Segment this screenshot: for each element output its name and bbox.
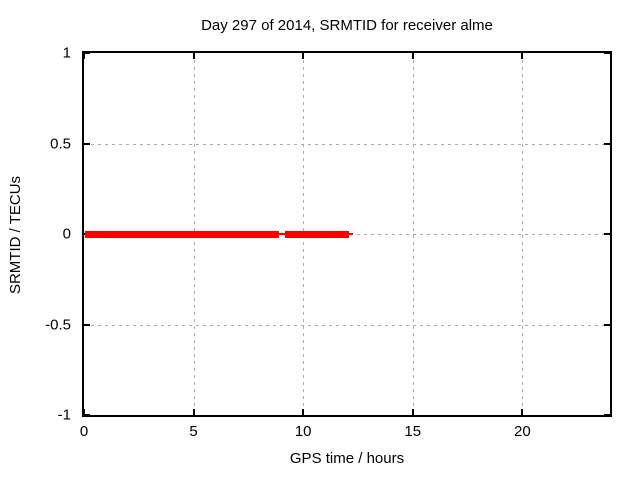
x-tick-mark — [521, 53, 524, 59]
x-tick-mark — [83, 53, 85, 59]
y-tick-label: 0.5 — [50, 135, 71, 152]
x-tick-mark — [521, 409, 524, 415]
x-tick-mark — [302, 53, 305, 59]
y-tick-mark — [604, 233, 610, 235]
x-tick-label: 15 — [404, 423, 422, 440]
x-tick-mark — [192, 409, 195, 415]
y-tick-mark — [604, 323, 610, 326]
x-axis-label: GPS time / hours — [289, 450, 405, 467]
plot-area: 0 5 10 15 20 1 0.5 0 -0.5 -1 — [45, 46, 612, 439]
x-tick-mark — [411, 53, 414, 59]
x-tick-label: 0 — [79, 423, 89, 440]
series-segment — [279, 233, 285, 235]
x-tick-label: 10 — [294, 423, 312, 440]
y-tick-mark — [604, 142, 610, 145]
x-tick-mark — [411, 409, 414, 415]
x-tick-label: 5 — [189, 423, 198, 440]
gridline-horizontal — [84, 324, 610, 326]
y-tick-label: 1 — [62, 44, 71, 62]
y-axis-label: SRMTID / TECUs — [6, 175, 24, 295]
y-tick-mark — [604, 414, 610, 416]
y-tick-mark — [84, 52, 90, 54]
chart-title: Day 297 of 2014, SRMTID for receiver alm… — [201, 17, 493, 34]
x-tick-mark — [83, 409, 85, 415]
y-tick-label: 0 — [62, 225, 71, 243]
y-tick-mark — [604, 52, 610, 54]
series-segment — [85, 230, 280, 238]
gridline-horizontal — [84, 143, 610, 145]
series-segment — [348, 233, 354, 235]
y-tick-label: -1 — [57, 406, 71, 424]
y-tick-label: -0.5 — [45, 316, 71, 333]
y-tick-mark — [84, 323, 90, 326]
series-segment — [284, 230, 349, 238]
x-tick-label: 20 — [513, 423, 531, 440]
x-tick-mark — [192, 53, 195, 59]
y-tick-mark — [84, 142, 90, 145]
y-tick-mark — [84, 414, 90, 416]
x-tick-mark — [302, 409, 305, 415]
